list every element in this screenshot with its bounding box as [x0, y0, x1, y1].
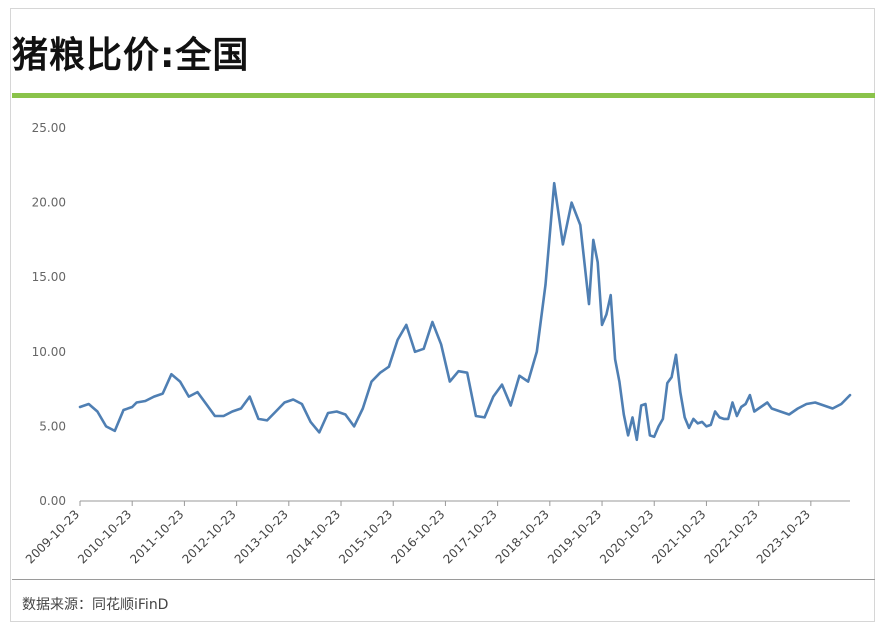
- x-tick-label: 2023-10-23: [754, 507, 813, 566]
- y-tick-label: 10.00: [32, 345, 66, 359]
- y-tick-label: 20.00: [32, 196, 66, 210]
- title-underline: [12, 93, 875, 98]
- x-tick-label: 2017-10-23: [441, 507, 500, 566]
- chart-frame: [10, 8, 875, 622]
- x-tick-label: 2022-10-23: [702, 507, 761, 566]
- x-tick-label: 2020-10-23: [597, 507, 656, 566]
- line-chart: 0.005.0010.0015.0020.0025.002009-10-2320…: [23, 121, 852, 566]
- x-tick-label: 2011-10-23: [127, 507, 186, 566]
- x-tick-label: 2010-10-23: [75, 507, 134, 566]
- y-tick-label: 0.00: [39, 494, 66, 508]
- x-tick-label: 2018-10-23: [493, 507, 552, 566]
- y-tick-label: 5.00: [39, 419, 66, 433]
- x-tick-label: 2015-10-23: [336, 507, 395, 566]
- data-source: 数据来源：同花顺iFinD: [22, 597, 169, 613]
- x-tick-label: 2016-10-23: [388, 507, 447, 566]
- y-tick-label: 15.00: [32, 270, 66, 284]
- x-tick-label: 2019-10-23: [545, 507, 604, 566]
- x-tick-label: 2009-10-23: [23, 507, 82, 566]
- footer-divider: [12, 579, 875, 580]
- x-tick-label: 2021-10-23: [649, 507, 708, 566]
- series-line: [78, 181, 852, 442]
- x-tick-label: 2013-10-23: [232, 507, 291, 566]
- x-tick-label: 2014-10-23: [284, 507, 343, 566]
- x-tick-label: 2012-10-23: [180, 507, 239, 566]
- y-tick-label: 25.00: [32, 121, 66, 135]
- page-title: 猪粮比价:全国: [12, 35, 250, 76]
